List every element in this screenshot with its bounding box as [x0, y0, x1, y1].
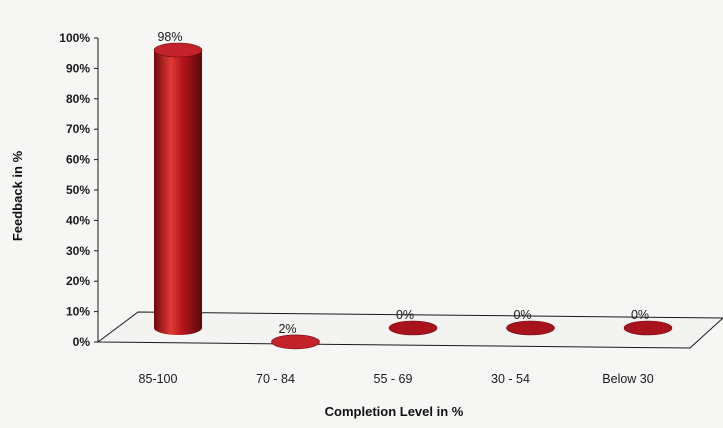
y-tick-label: 100%	[59, 31, 90, 45]
y-tick-label: 0%	[73, 335, 91, 349]
y-axis-title: Feedback in %	[10, 150, 25, 241]
y-tick-label: 60%	[66, 153, 90, 167]
bars	[153, 42, 673, 350]
data-label: 0%	[396, 308, 414, 322]
x-category-label: 55 - 69	[374, 372, 413, 386]
y-tick-label: 40%	[66, 213, 90, 227]
x-axis-categories: 85-100 70 - 84 55 - 69 30 - 54 Below 30	[139, 372, 654, 386]
y-tick-label: 80%	[66, 92, 90, 106]
y-tick-label: 50%	[66, 183, 90, 197]
bar-body	[154, 50, 202, 335]
data-label: 98%	[157, 30, 182, 44]
data-labels: 98% 2% 0% 0% 0%	[157, 30, 649, 336]
bar-top	[388, 320, 438, 336]
data-label: 0%	[513, 308, 531, 322]
data-label: 0%	[631, 308, 649, 322]
bar	[271, 334, 320, 350]
x-category-label: 30 - 54	[491, 372, 530, 386]
y-tick-label: 30%	[66, 244, 90, 258]
y-tick-label: 90%	[66, 61, 90, 75]
x-category-label: 85-100	[139, 372, 178, 386]
bar-top	[153, 42, 203, 58]
data-label: 2%	[278, 322, 296, 336]
x-category-label: 70 - 84	[256, 372, 295, 386]
bar-top	[271, 334, 320, 350]
y-axis-ticks: 0% 10% 20% 30% 40% 50% 60% 70% 80% 90% 100%	[59, 31, 98, 349]
x-category-label: Below 30	[602, 372, 653, 386]
bar	[623, 320, 673, 336]
y-tick-label: 20%	[66, 274, 90, 288]
bar-top	[623, 320, 673, 336]
bar	[153, 42, 203, 335]
x-axis-title: Completion Level in %	[325, 404, 464, 419]
y-tick-label: 70%	[66, 122, 90, 136]
bar-top	[506, 320, 555, 336]
y-tick-label: 10%	[66, 305, 90, 319]
bar	[388, 320, 438, 336]
bar	[506, 320, 555, 336]
